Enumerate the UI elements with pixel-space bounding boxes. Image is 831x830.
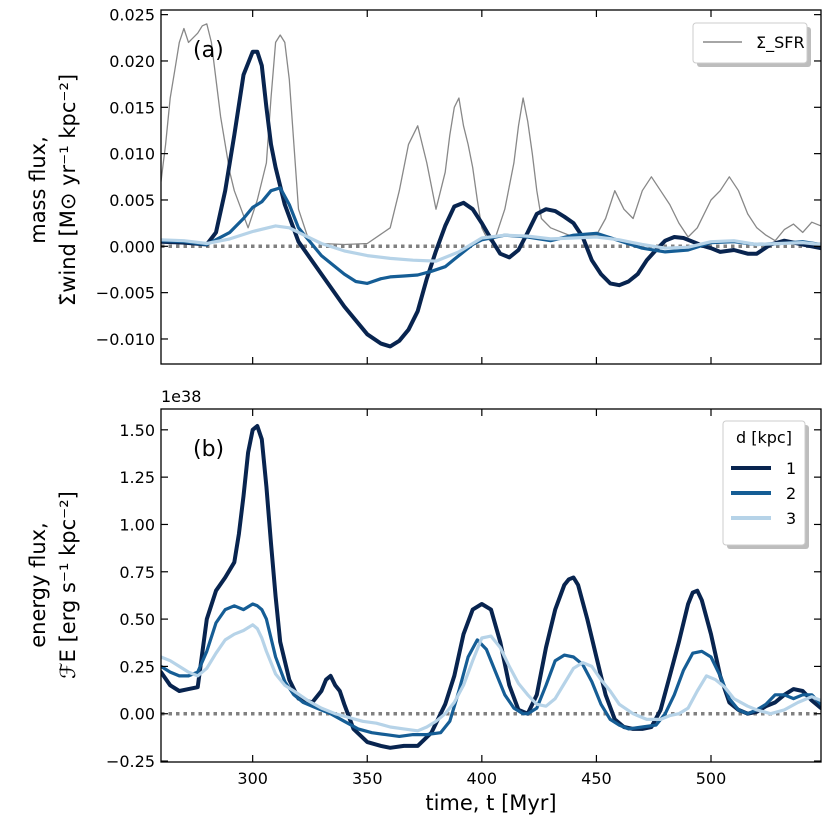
- legend-box: [722, 420, 806, 546]
- x-tick-label: 400: [467, 769, 498, 788]
- y-axis-label-line1: mass flux,: [26, 136, 50, 244]
- x-tick-label: 300: [237, 769, 268, 788]
- y-tick-label: 0.75: [119, 563, 155, 582]
- plot-area-frame: [160, 9, 822, 365]
- series-line-d-3-kpc: [161, 224, 821, 263]
- offset-text: 1e38: [161, 387, 201, 406]
- y-tick-label: −0.005: [96, 284, 155, 303]
- y-tick-label: 0.010: [109, 145, 155, 164]
- y-tick-label: 0.005: [109, 191, 155, 210]
- legend-label-d2: 2: [786, 484, 796, 503]
- legend-title: d [kpc]: [736, 428, 792, 447]
- panel-label: (a): [193, 38, 224, 63]
- y-tick-label: 0.25: [119, 657, 155, 676]
- y-tick-label: −0.25: [106, 752, 155, 771]
- series-line-d-1-kpc: [161, 424, 821, 750]
- legend: d [kpc] 1 2 3: [722, 420, 809, 549]
- panel-b-energy-flux: −0.250.000.250.500.751.001.251.50 300 350…: [26, 387, 822, 815]
- y-axis-label-line2: Σ̇wind [M⊙ yr⁻¹ kpc⁻²]: [56, 74, 80, 306]
- panel-label: (b): [193, 437, 224, 462]
- y-axis-ticks: −0.010 −0.005 0.000 0.005 0.010 0.015 0.020 0.0…: [96, 6, 821, 349]
- series-group: [161, 424, 821, 750]
- series-line-d-2-kpc: [161, 186, 821, 285]
- series-line-d-2-kpc: [161, 602, 821, 738]
- y-axis-label-line1: energy flux,: [26, 522, 50, 648]
- panel-a-mass-flux: −0.010 −0.005 0.000 0.005 0.010 0.015 0.020 0.0…: [26, 6, 822, 365]
- y-tick-label: 0.00: [119, 705, 155, 724]
- x-axis-ticks: [252, 10, 712, 364]
- legend-box: [692, 22, 808, 64]
- x-tick-label: 500: [696, 769, 727, 788]
- y-axis-ticks: −0.25 0.00 0.25 0.50 0.75 1.00 1.25 1.50: [106, 421, 821, 771]
- plot-area-frame: [160, 408, 822, 763]
- series-line-d-1-kpc: [161, 49, 821, 349]
- legend-label-sfr: Σ_SFR: [756, 33, 805, 53]
- legend-label-d3: 3: [786, 509, 796, 528]
- series-line-sfr: [161, 23, 821, 246]
- x-axis-ticks: 300 350 400 450 500: [237, 409, 726, 788]
- y-tick-label: 0.025: [109, 6, 155, 25]
- y-tick-label: 1.00: [119, 515, 155, 534]
- y-axis-label-line2: ℱE [erg s⁻¹ kpc⁻²]: [56, 491, 80, 679]
- series-line-d-3-kpc: [161, 623, 821, 733]
- y-tick-label: 0.020: [109, 52, 155, 71]
- y-tick-label: 1.25: [119, 468, 155, 487]
- legend: Σ_SFR: [692, 22, 811, 67]
- x-axis-label: time, t [Myr]: [425, 791, 556, 815]
- y-tick-label: 1.50: [119, 421, 155, 440]
- y-tick-label: −0.010: [96, 330, 155, 349]
- series-group: [161, 23, 821, 349]
- legend-label-d1: 1: [786, 459, 796, 478]
- y-tick-label: 0.015: [109, 98, 155, 117]
- x-tick-label: 350: [352, 769, 383, 788]
- x-tick-label: 450: [581, 769, 612, 788]
- y-tick-label: 0.50: [119, 610, 155, 629]
- legend-entries: 1 2 3: [731, 459, 796, 528]
- y-tick-label: 0.000: [109, 237, 155, 256]
